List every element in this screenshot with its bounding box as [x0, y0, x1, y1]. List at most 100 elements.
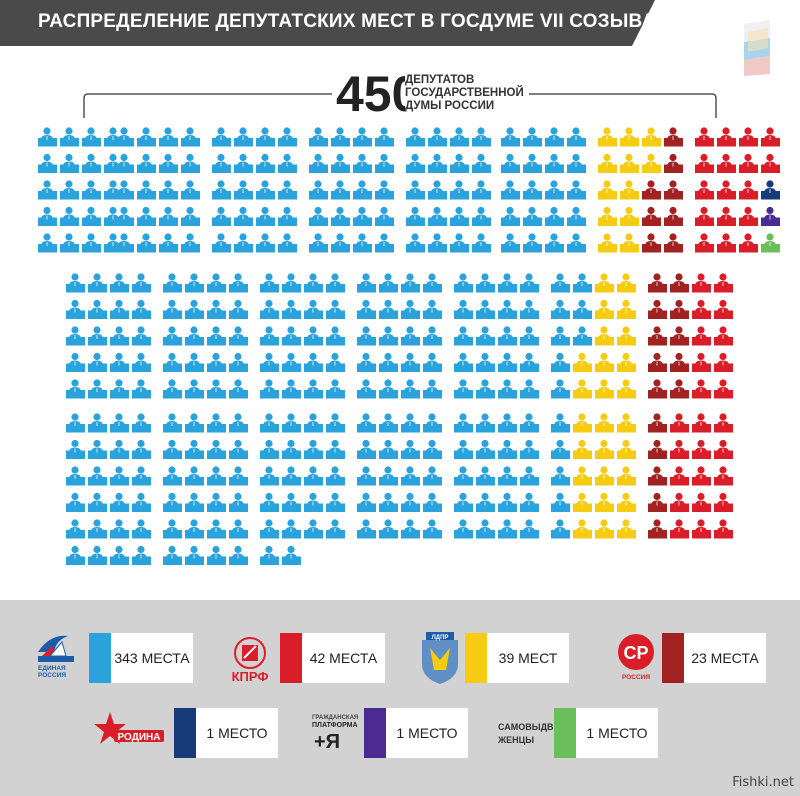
seat-mark	[498, 352, 517, 372]
seat-mark	[260, 439, 279, 459]
seat-mark	[423, 519, 442, 539]
seat-mark	[375, 206, 394, 226]
seat-mark	[714, 299, 733, 319]
seat-mark	[501, 206, 520, 226]
seat-mark	[476, 273, 495, 293]
seat-mark	[476, 492, 495, 512]
seat-mark	[598, 127, 617, 147]
seat-mark	[353, 206, 372, 226]
seat-mark	[66, 299, 85, 319]
seat-mark	[761, 180, 780, 200]
seat-mark	[353, 233, 372, 253]
seat-mark	[642, 127, 661, 147]
seat-mark	[761, 153, 780, 173]
seat-mark	[501, 127, 520, 147]
seat-mark	[234, 127, 253, 147]
seat-mark	[331, 153, 350, 173]
seat-mark	[88, 492, 107, 512]
seat-mark	[379, 439, 398, 459]
seat-mark	[375, 180, 394, 200]
seat-mark	[498, 466, 517, 486]
seat-mark	[379, 299, 398, 319]
seat-mark	[379, 326, 398, 346]
seat-mark	[551, 466, 570, 486]
seat-mark	[110, 492, 129, 512]
seat-mark	[595, 439, 614, 459]
seat-mark	[234, 180, 253, 200]
seat-mark	[642, 206, 661, 226]
seat-mark	[212, 153, 231, 173]
seat-mark	[573, 466, 592, 486]
seat-mark	[38, 153, 57, 173]
seat-mark	[282, 492, 301, 512]
seat-mark	[185, 379, 204, 399]
seat-mark	[545, 233, 564, 253]
legend-swatch	[280, 633, 302, 683]
seat-mark	[326, 439, 345, 459]
seat-mark	[304, 379, 323, 399]
legend-value: 343 МЕСТА	[114, 650, 190, 666]
seat-mark	[648, 326, 667, 346]
seat-mark	[648, 273, 667, 293]
seat-mark	[132, 352, 151, 372]
seat-mark	[476, 439, 495, 459]
independents-label: САМОВЫДВИ- ЖЕНЦЫ	[498, 722, 562, 745]
seat-mark	[567, 206, 586, 226]
seat-mark	[670, 519, 689, 539]
seat-mark	[523, 180, 542, 200]
seat-mark	[573, 299, 592, 319]
seat-mark	[714, 519, 733, 539]
united-russia-logo-line: РОССИЯ	[38, 672, 66, 679]
seat-mark	[520, 299, 539, 319]
seat-mark	[428, 153, 447, 173]
seat-mark	[739, 206, 758, 226]
seat-mark	[185, 413, 204, 433]
seat-mark	[66, 545, 85, 565]
seat-mark	[551, 413, 570, 433]
seat-mark	[595, 492, 614, 512]
seat-mark	[761, 127, 780, 147]
seat-mark	[185, 439, 204, 459]
seat-mark	[304, 439, 323, 459]
fair-russia-logo-sub: РОССИЯ	[622, 674, 650, 681]
seat-mark	[379, 352, 398, 372]
seat-mark	[185, 326, 204, 346]
seat-mark	[66, 326, 85, 346]
seat-mark	[454, 519, 473, 539]
seat-mark	[739, 233, 758, 253]
seat-mark	[309, 233, 328, 253]
seat-mark	[617, 326, 636, 346]
seat-mark	[260, 273, 279, 293]
seat-mark	[567, 233, 586, 253]
seat-mark	[472, 180, 491, 200]
seat-mark	[670, 326, 689, 346]
seat-mark	[82, 206, 101, 226]
seat-mark	[66, 466, 85, 486]
seat-mark	[278, 233, 297, 253]
seat-mark	[648, 379, 667, 399]
seat-mark	[454, 352, 473, 372]
seat-mark	[454, 492, 473, 512]
seat-mark	[38, 206, 57, 226]
seat-mark	[82, 153, 101, 173]
seat-mark	[331, 233, 350, 253]
seat-mark	[598, 233, 617, 253]
seat-mark	[664, 180, 683, 200]
seat-mark	[379, 519, 398, 539]
seat-mark	[573, 326, 592, 346]
seat-mark	[282, 439, 301, 459]
seat-mark	[498, 492, 517, 512]
seat-mark	[207, 326, 226, 346]
seat-mark	[331, 206, 350, 226]
seat-mark	[573, 352, 592, 372]
seat-mark	[423, 352, 442, 372]
seat-mark	[450, 127, 469, 147]
seat-mark	[401, 326, 420, 346]
seat-mark	[573, 413, 592, 433]
seat-mark	[695, 153, 714, 173]
seat-mark	[498, 273, 517, 293]
seat-mark	[664, 206, 683, 226]
seat-mark	[717, 127, 736, 147]
seat-mark	[664, 153, 683, 173]
seat-mark	[110, 273, 129, 293]
